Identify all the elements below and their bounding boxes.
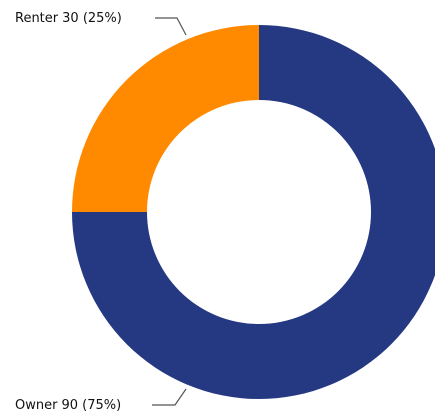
donut-slice	[72, 25, 259, 212]
category-label: Renter	[15, 11, 59, 26]
value-label: 30 (25%)	[62, 11, 122, 26]
slices	[72, 25, 435, 399]
leader-line	[152, 388, 187, 406]
category-label: Owner	[15, 398, 58, 413]
slice-label: Renter 30 (25%)	[15, 11, 122, 26]
donut-slice	[72, 25, 435, 399]
leader-line	[155, 17, 187, 36]
slice-label: Owner 90 (75%)	[15, 398, 121, 413]
value-label: 90 (75%)	[61, 398, 121, 413]
